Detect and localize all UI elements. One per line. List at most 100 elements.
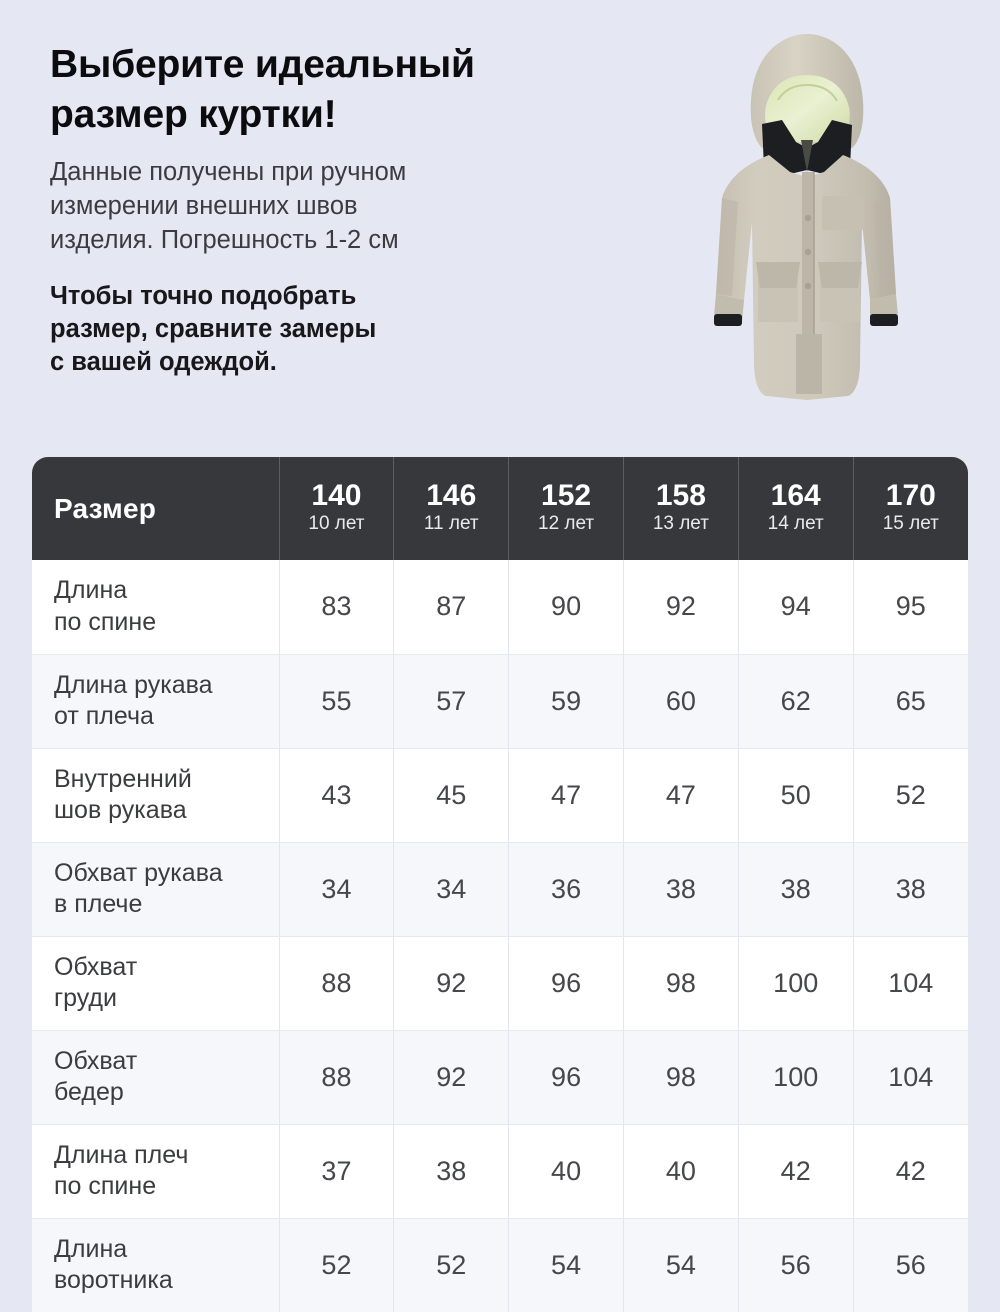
cell-value: 59 [508, 654, 624, 749]
arm-shadow-left [716, 198, 738, 296]
cell-value: 40 [623, 1124, 739, 1219]
cell-value: 92 [393, 1030, 510, 1125]
measurement-note: Данные получены при ручном измерении вне… [50, 157, 407, 254]
cell-value: 60 [623, 654, 739, 749]
cell-value: 37 [279, 1124, 395, 1219]
column-header-measurement: Размер [32, 457, 280, 560]
row-label: Обхват бедер [32, 1030, 280, 1125]
fur-texture [777, 83, 838, 102]
cell-value: 54 [623, 1218, 739, 1312]
row-label: Длина воротника [32, 1218, 280, 1312]
hem-split [796, 334, 822, 394]
cell-value: 104 [853, 936, 968, 1031]
cell-value: 98 [623, 936, 739, 1031]
column-header-size-140: 140 10 лет [279, 457, 395, 560]
inner-collar [762, 120, 852, 174]
column-header-size-158: 158 13 лет [623, 457, 739, 560]
jacket-product-image [674, 22, 934, 427]
cell-value: 34 [393, 842, 510, 937]
size-chart-table: Размер 140 10 лет 146 11 лет 152 12 лет … [32, 457, 968, 1312]
column-header-size-170: 170 15 лет [853, 457, 968, 560]
cell-value: 43 [279, 748, 395, 843]
cell-value: 92 [623, 560, 739, 655]
cell-value: 45 [393, 748, 510, 843]
cell-value: 88 [279, 936, 395, 1031]
row-label: Обхват рукава в плече [32, 842, 280, 937]
cell-value: 96 [508, 936, 624, 1031]
cell-value: 34 [279, 842, 395, 937]
cell-value: 57 [393, 654, 510, 749]
cell-value: 94 [738, 560, 854, 655]
size-value: 158 [655, 478, 706, 512]
row-label: Длина плеч по спине [32, 1124, 280, 1219]
cell-value: 100 [738, 1030, 854, 1125]
table-row: Длина рукава от плеча 55 57 59 60 62 65 [32, 654, 968, 749]
cell-value: 52 [393, 1218, 510, 1312]
column-header-size-152: 152 12 лет [508, 457, 624, 560]
chest-pocket [822, 196, 864, 230]
table-header-row: Размер 140 10 лет 146 11 лет 152 12 лет … [32, 457, 968, 560]
cell-value: 52 [853, 748, 968, 843]
cell-value: 52 [279, 1218, 395, 1312]
cell-value: 65 [853, 654, 968, 749]
size-value: 146 [426, 478, 477, 512]
table-row: Обхват груди 88 92 96 98 100 104 [32, 936, 968, 1031]
cell-value: 87 [393, 560, 510, 655]
column-header-size-146: 146 11 лет [393, 457, 510, 560]
table-row: Длина по спине 83 87 90 92 94 95 [32, 560, 968, 655]
size-value: 164 [770, 478, 821, 512]
table-row: Длина плеч по спине 37 38 40 40 42 42 [32, 1124, 968, 1219]
cell-value: 104 [853, 1030, 968, 1125]
sizing-advice: Чтобы точно подобрать размер, сравните з… [50, 281, 377, 376]
table-row: Внутренний шов рукава 43 45 47 47 50 52 [32, 748, 968, 843]
cell-value: 95 [853, 560, 968, 655]
table-head: Размер 140 10 лет 146 11 лет 152 12 лет … [32, 457, 968, 560]
cell-value: 88 [279, 1030, 395, 1125]
cell-value: 47 [508, 748, 624, 843]
cell-value: 90 [508, 560, 624, 655]
table-body: Длина по спине 83 87 90 92 94 95 Длина р… [32, 560, 968, 1312]
size-value: 152 [541, 478, 592, 512]
snap-button [804, 248, 812, 256]
collar-gap [801, 140, 813, 172]
size-age: 12 лет [538, 513, 595, 535]
column-header-size-164: 164 14 лет [738, 457, 854, 560]
right-cuff-inner [870, 314, 898, 326]
size-value: 170 [885, 478, 936, 512]
table-row: Обхват рукава в плече 34 34 36 38 38 38 [32, 842, 968, 937]
row-label: Длина рукава от плеча [32, 654, 280, 749]
size-age: 15 лет [882, 513, 939, 535]
row-label: Внутренний шов рукава [32, 748, 280, 843]
cell-value: 92 [393, 936, 510, 1031]
cell-value: 98 [623, 1030, 739, 1125]
size-age: 13 лет [652, 513, 709, 535]
size-age: 14 лет [767, 513, 824, 535]
cell-value: 100 [738, 936, 854, 1031]
size-value: 140 [311, 478, 362, 512]
cell-value: 40 [508, 1124, 624, 1219]
cell-value: 42 [738, 1124, 854, 1219]
size-age: 11 лет [423, 513, 479, 535]
cell-value: 50 [738, 748, 854, 843]
left-cuff-inner [714, 314, 742, 326]
jacket-illustration-svg [714, 34, 898, 400]
page-title: Выберите идеальный размер куртки! [50, 43, 475, 136]
left-pocket-flap [756, 262, 800, 288]
cell-value: 38 [738, 842, 854, 937]
size-age: 10 лет [308, 513, 365, 535]
cell-value: 36 [508, 842, 624, 937]
arm-shadow-right [874, 198, 896, 296]
cell-value: 54 [508, 1218, 624, 1312]
row-label: Обхват груди [32, 936, 280, 1031]
cell-value: 38 [853, 842, 968, 937]
snap-button [804, 282, 812, 290]
intro-section: Выберите идеальный размер куртки! Данные… [0, 0, 1000, 452]
cell-value: 83 [279, 560, 395, 655]
snap-button [804, 214, 812, 222]
cell-value: 56 [738, 1218, 854, 1312]
right-pocket-flap [818, 262, 862, 288]
table-row: Длина воротника 52 52 54 54 56 56 [32, 1218, 968, 1312]
table-row: Обхват бедер 88 92 96 98 100 104 [32, 1030, 968, 1125]
cell-value: 42 [853, 1124, 968, 1219]
cell-value: 56 [895, 1249, 926, 1280]
